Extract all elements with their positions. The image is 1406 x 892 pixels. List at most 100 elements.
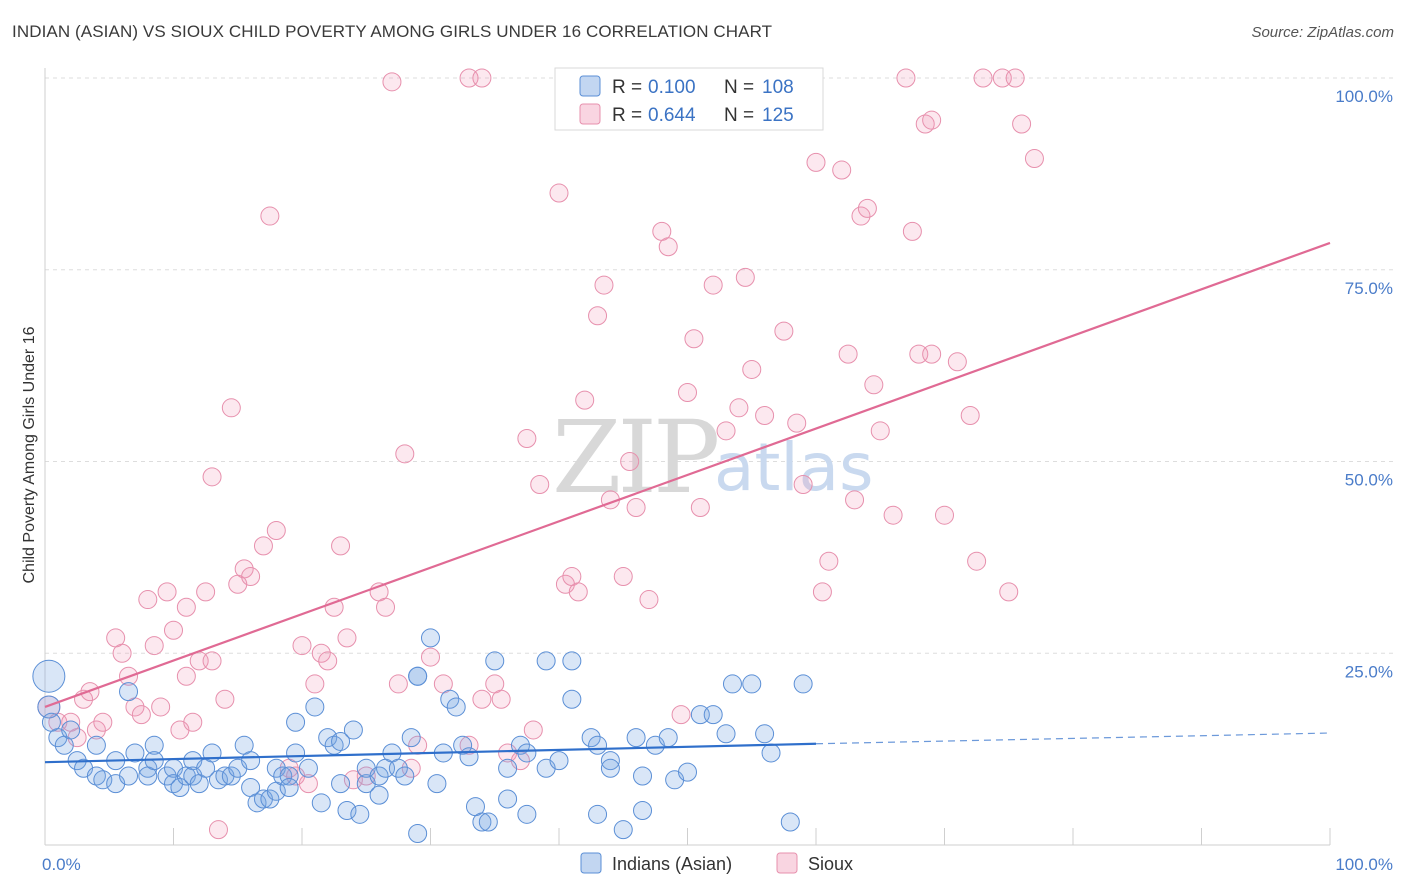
y-axis-label: Child Poverty Among Girls Under 16 xyxy=(21,326,38,583)
legend-r-label-sioux: R = xyxy=(612,105,642,126)
indian-point-84 xyxy=(517,743,537,763)
sioux-point-82 xyxy=(678,382,697,402)
trend-line-indians xyxy=(44,742,817,764)
indian-point-45 xyxy=(286,743,306,763)
sioux-point-13 xyxy=(138,590,158,610)
sioux-point-98 xyxy=(832,160,852,180)
indian-point-0 xyxy=(32,659,66,693)
sioux-point-28 xyxy=(221,398,241,418)
indian-point-102 xyxy=(678,762,697,782)
legend-r-label-indians: R = xyxy=(612,77,642,98)
bottom-legend-indians: Indians (Asian) xyxy=(612,854,732,874)
indian-point-106 xyxy=(722,674,742,694)
correlation-legend: R = 0.100 N = 108 R = 0.644 N = 125 xyxy=(554,67,824,131)
sioux-point-87 xyxy=(729,398,749,418)
indian-point-10 xyxy=(93,770,113,790)
legend-r-value-indians: 0.100 xyxy=(648,77,696,98)
sioux-point-76 xyxy=(620,452,640,471)
sioux-point-38 xyxy=(298,774,318,794)
y-tick-label-3: 100.0% xyxy=(1335,87,1393,106)
sioux-point-67 xyxy=(549,183,569,203)
sioux-point-30 xyxy=(234,559,254,579)
sioux-point-77 xyxy=(626,498,646,518)
sioux-point-50 xyxy=(388,674,408,694)
indian-point-50 xyxy=(318,728,338,748)
indian-point-92 xyxy=(588,804,608,824)
sioux-point-48 xyxy=(376,597,396,617)
legend-n-label-sioux: N = xyxy=(724,105,754,126)
indian-point-79 xyxy=(485,651,505,671)
indian-point-53 xyxy=(331,774,351,794)
sioux-point-121 xyxy=(1024,149,1044,169)
indian-point-18 xyxy=(144,735,164,755)
indian-point-94 xyxy=(600,758,620,778)
sioux-point-57 xyxy=(459,735,479,755)
sioux-point-81 xyxy=(671,705,691,725)
indian-point-105 xyxy=(716,724,736,744)
sioux-point-59 xyxy=(472,689,492,709)
y-tick-label-0: 25.0% xyxy=(1345,662,1393,681)
indian-point-5 xyxy=(61,720,81,740)
x-tick-label-0: 0.0% xyxy=(42,855,81,874)
indian-point-95 xyxy=(613,820,633,840)
legend-swatch-sioux xyxy=(579,103,601,125)
legend-n-label-indians: N = xyxy=(724,77,754,98)
sioux-point-37 xyxy=(292,636,312,656)
indian-point-104 xyxy=(703,705,723,725)
indian-point-56 xyxy=(350,804,370,824)
bottom-legend-sioux: Sioux xyxy=(808,854,853,874)
indian-point-74 xyxy=(453,735,473,755)
indian-point-80 xyxy=(498,758,518,778)
sioux-point-95 xyxy=(806,152,826,172)
indian-point-68 xyxy=(408,666,428,686)
sioux-point-120 xyxy=(1012,114,1032,134)
indian-point-55 xyxy=(343,720,363,740)
sioux-point-31 xyxy=(241,567,261,587)
sioux-point-105 xyxy=(883,505,903,525)
sioux-point-89 xyxy=(742,359,762,379)
sioux-point-12 xyxy=(131,705,151,725)
indian-point-64 xyxy=(395,766,415,786)
indian-point-73 xyxy=(446,697,466,717)
indian-point-98 xyxy=(633,800,653,820)
indian-point-8 xyxy=(86,735,106,755)
indian-point-39 xyxy=(260,789,280,809)
sioux-point-107 xyxy=(902,221,922,241)
sioux-point-34 xyxy=(266,521,286,541)
sioux-point-106 xyxy=(896,68,916,88)
sioux-point-17 xyxy=(164,620,183,640)
indian-point-77 xyxy=(472,812,492,832)
sioux-point-73 xyxy=(594,275,614,295)
indian-point-43 xyxy=(279,766,299,786)
sioux-point-92 xyxy=(774,321,794,341)
sioux-point-112 xyxy=(935,505,954,525)
trend-lines xyxy=(44,241,1331,764)
indian-point-91 xyxy=(588,735,608,755)
indian-point-15 xyxy=(125,743,145,763)
sioux-point-99 xyxy=(838,344,858,364)
indian-point-42 xyxy=(273,766,293,786)
sioux-point-93 xyxy=(787,413,807,433)
sioux-point-51 xyxy=(395,444,415,464)
bottom-legend-swatch-indians xyxy=(580,852,602,874)
sioux-point-65 xyxy=(523,720,543,740)
sioux-point-23 xyxy=(196,582,216,602)
sioux-point-85 xyxy=(703,275,723,295)
sioux-point-71 xyxy=(575,390,595,410)
sioux-point-102 xyxy=(857,198,877,218)
sioux-point-110 xyxy=(922,110,942,130)
sioux-point-116 xyxy=(973,68,993,88)
sioux-point-111 xyxy=(922,344,942,364)
sioux-point-103 xyxy=(864,375,884,395)
indian-point-47 xyxy=(298,758,318,778)
indian-point-52 xyxy=(331,731,351,751)
indian-points xyxy=(32,628,813,843)
sioux-point-26 xyxy=(208,820,228,840)
indian-point-72 xyxy=(440,689,460,709)
series-legend: Indians (Asian) Sioux xyxy=(580,852,853,874)
indian-point-44 xyxy=(279,777,299,797)
sioux-point-101 xyxy=(851,206,871,226)
legend-r-value-sioux: 0.644 xyxy=(648,105,696,126)
indian-point-100 xyxy=(658,728,678,748)
sioux-point-113 xyxy=(947,352,967,372)
